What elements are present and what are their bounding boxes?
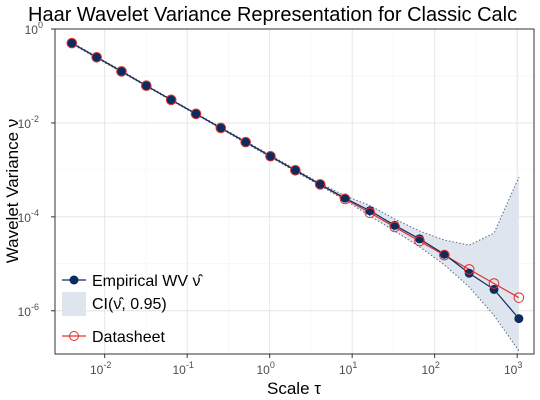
datasheet-point [190, 108, 202, 120]
empirical-wv-point [315, 179, 325, 189]
empirical-wv-point [266, 151, 276, 161]
datasheet-point [116, 66, 127, 77]
datasheet-point [463, 264, 475, 275]
datasheet-point [513, 292, 525, 303]
empirical-wv-point [166, 95, 176, 105]
legend-empirical-label: Empirical WV ν̂ [92, 273, 203, 290]
datasheet-point [240, 136, 251, 148]
legend: Empirical WV ν̂ CI(ν̂, 0.95) Datasheet [62, 273, 203, 346]
empirical-wv-point [241, 137, 251, 147]
plot-border [54, 28, 535, 355]
legend-empirical-marker [69, 275, 79, 285]
datasheet-point [215, 122, 227, 134]
datasheet-point [414, 235, 425, 247]
empirical-wv-point [514, 314, 524, 324]
legend-item-datasheet: Datasheet [62, 329, 165, 346]
datasheet-point [488, 278, 500, 289]
datasheet-point [314, 179, 326, 190]
datasheet-point [91, 51, 102, 63]
series-markers [66, 37, 525, 324]
empirical-wv-point [67, 38, 77, 48]
datasheet-point [339, 193, 351, 205]
legend-ci-swatch [62, 292, 86, 316]
datasheet-point [389, 221, 400, 233]
x-axis-title: Scale τ [267, 379, 321, 398]
empirical-wv-point [290, 165, 300, 175]
datasheet-point [265, 150, 276, 162]
datasheet-point [290, 164, 301, 176]
legend-datasheet-marker [69, 331, 79, 341]
legend-ci-label: CI(ν̂, 0.95) [92, 296, 167, 313]
empirical-wv-point [464, 268, 474, 278]
y-axis-title: Wavelet Variance ν [3, 119, 22, 264]
legend-item-ci: CI(ν̂, 0.95) [62, 292, 167, 316]
empirical-wv-point [489, 284, 499, 294]
empirical-wv-point [340, 193, 350, 203]
empirical-wv-point [92, 52, 102, 62]
legend-datasheet-label: Datasheet [92, 329, 165, 346]
datasheet-point [364, 207, 376, 219]
datasheet-point [141, 80, 152, 92]
datasheet-point [439, 249, 450, 261]
chart-title: Haar Wavelet Variance Representation for… [28, 4, 517, 26]
empirical-wv-point [439, 249, 449, 259]
empirical-wv-point [216, 123, 226, 133]
legend-item-empirical: Empirical WV ν̂ [62, 273, 203, 290]
empirical-wv-point [191, 109, 201, 119]
datasheet-point [165, 94, 177, 106]
empirical-wv-point [415, 234, 425, 244]
empirical-wv-point [117, 66, 127, 76]
empirical-wv-point [141, 81, 151, 91]
datasheet-point [66, 37, 78, 49]
